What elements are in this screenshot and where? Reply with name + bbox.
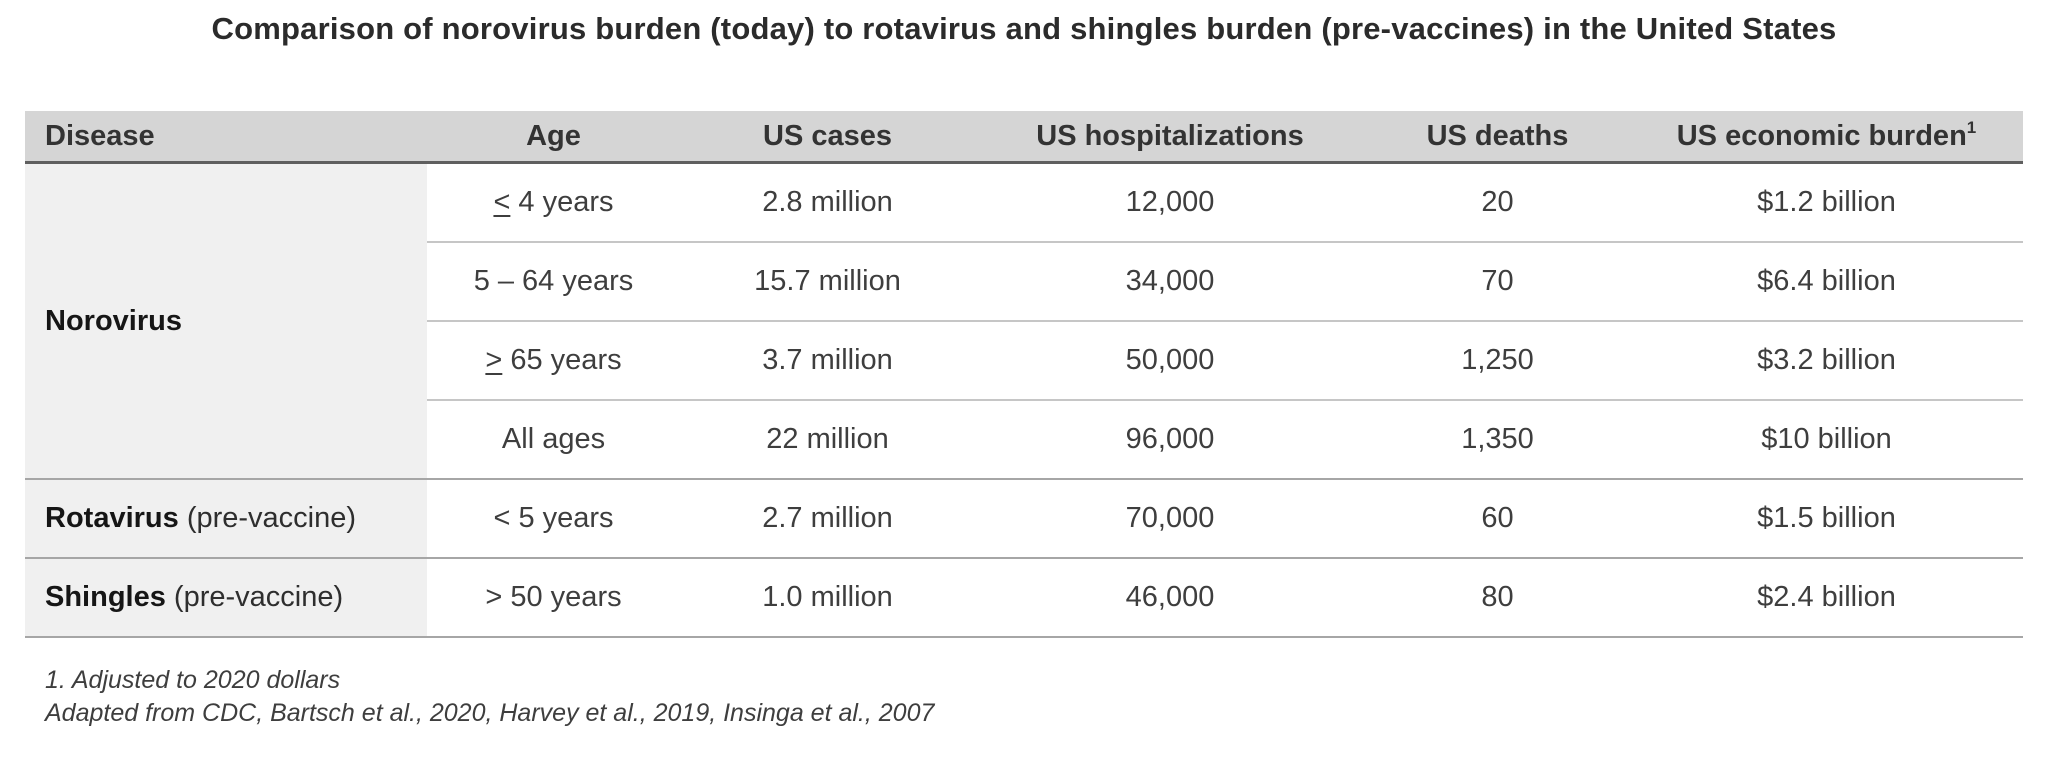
economic-burden-cell: $2.4 billion	[1630, 558, 2023, 638]
disease-name: Rotavirus	[45, 502, 179, 534]
age-cell: > 50 years	[427, 558, 680, 638]
economic-burden-cell: $3.2 billion	[1630, 321, 2023, 401]
disease-cell-rotavirus: Rotavirus (pre-vaccine)	[25, 479, 427, 559]
hospitalizations-cell: 46,000	[975, 558, 1365, 638]
header-row: Disease Age US cases US hospitalizations…	[25, 111, 2023, 164]
header-us-deaths: US deaths	[1365, 111, 1630, 164]
cases-cell: 2.8 million	[680, 162, 975, 243]
economic-burden-cell: $1.2 billion	[1630, 162, 2023, 243]
disease-name: Norovirus	[45, 304, 182, 337]
burden-table: Disease Age US cases US hospitalizations…	[25, 111, 2023, 638]
deaths-cell: 1,250	[1365, 321, 1630, 401]
cases-cell: 1.0 million	[680, 558, 975, 638]
disease-cell-shingles: Shingles (pre-vaccine)	[25, 558, 427, 638]
deaths-cell: 70	[1365, 242, 1630, 322]
table-row: Shingles (pre-vaccine) > 50 years 1.0 mi…	[25, 558, 2023, 638]
disease-name: Shingles	[45, 581, 166, 613]
cases-cell: 3.7 million	[680, 321, 975, 401]
age-cell: 5 – 64 years	[427, 242, 680, 322]
deaths-cell: 80	[1365, 558, 1630, 638]
footnote-source: Adapted from CDC, Bartsch et al., 2020, …	[45, 699, 935, 727]
hospitalizations-cell: 96,000	[975, 400, 1365, 480]
age-cell: All ages	[427, 400, 680, 480]
disease-cell-norovirus: Norovirus	[25, 162, 427, 480]
disease-note: (pre-vaccine)	[173, 581, 344, 613]
economic-burden-cell: $1.5 billion	[1630, 479, 2023, 559]
table-row: All ages 22 million 96,000 1,350 $10 bil…	[25, 400, 2023, 480]
economic-burden-cell: $6.4 billion	[1630, 242, 2023, 322]
footnote-adjusted-dollars: 1. Adjusted to 2020 dollars	[45, 666, 341, 694]
age-cell: < 4 years	[427, 162, 680, 243]
header-us-hospitalizations: US hospitalizations	[975, 111, 1365, 164]
hospitalizations-cell: 12,000	[975, 162, 1365, 243]
hospitalizations-cell: 34,000	[975, 242, 1365, 322]
footnotes: 1. Adjusted to 2020 dollars Adapted from…	[45, 664, 934, 730]
deaths-cell: 1,350	[1365, 400, 1630, 480]
age-cell: > 65 years	[427, 321, 680, 401]
cases-cell: 22 million	[680, 400, 975, 480]
economic-burden-footnote-marker: 1	[1966, 117, 1977, 137]
table-row: Norovirus < 4 years 2.8 million 12,000 2…	[25, 162, 2023, 480]
table-row: Rotavirus (pre-vaccine) < 5 years 2.7 mi…	[25, 479, 2023, 559]
table-row: 5 – 64 years 15.7 million 34,000 70 $6.4…	[25, 242, 2023, 322]
deaths-cell: 20	[1365, 162, 1630, 243]
page-title: Comparison of norovirus burden (today) t…	[211, 11, 1837, 46]
header-us-economic-burden: US economic burden1	[1630, 111, 2023, 164]
header-us-cases: US cases	[680, 111, 975, 164]
economic-burden-cell: $10 billion	[1630, 400, 2023, 480]
header-us-economic-burden-label: US economic burden	[1676, 119, 1967, 152]
header-age: Age	[427, 111, 680, 164]
cases-cell: 15.7 million	[680, 242, 975, 322]
table-row: > 65 years 3.7 million 50,000 1,250 $3.2…	[25, 321, 2023, 401]
hospitalizations-cell: 70,000	[975, 479, 1365, 559]
cases-cell: 2.7 million	[680, 479, 975, 559]
hospitalizations-cell: 50,000	[975, 321, 1365, 401]
disease-note: (pre-vaccine)	[186, 502, 357, 534]
deaths-cell: 60	[1365, 479, 1630, 559]
header-disease: Disease	[25, 111, 427, 164]
age-cell: < 5 years	[427, 479, 680, 559]
